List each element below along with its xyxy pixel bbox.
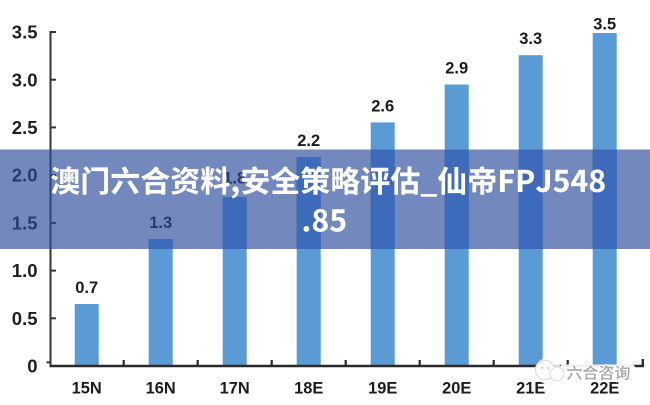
svg-text:2.5: 2.5: [12, 117, 38, 138]
svg-text:21E: 21E: [516, 380, 545, 398]
svg-text:3.5: 3.5: [593, 16, 616, 34]
svg-text:3.3: 3.3: [519, 30, 542, 48]
svg-text:2.2: 2.2: [297, 132, 320, 150]
svg-text:3.0: 3.0: [12, 69, 38, 90]
svg-text:2.9: 2.9: [445, 60, 468, 78]
svg-text:16N: 16N: [146, 380, 176, 398]
svg-text:1.0: 1.0: [12, 260, 38, 281]
svg-text:17N: 17N: [220, 380, 250, 398]
svg-text:19E: 19E: [368, 380, 397, 398]
svg-text:0.5: 0.5: [12, 308, 38, 329]
svg-text:20E: 20E: [442, 380, 471, 398]
svg-text:0.7: 0.7: [75, 279, 98, 297]
svg-text:0: 0: [27, 356, 37, 377]
svg-text:2.6: 2.6: [371, 97, 394, 115]
svg-text:18E: 18E: [294, 380, 323, 398]
svg-text:22E: 22E: [590, 380, 619, 398]
svg-text:3.5: 3.5: [12, 22, 38, 43]
svg-text:15N: 15N: [72, 380, 102, 398]
